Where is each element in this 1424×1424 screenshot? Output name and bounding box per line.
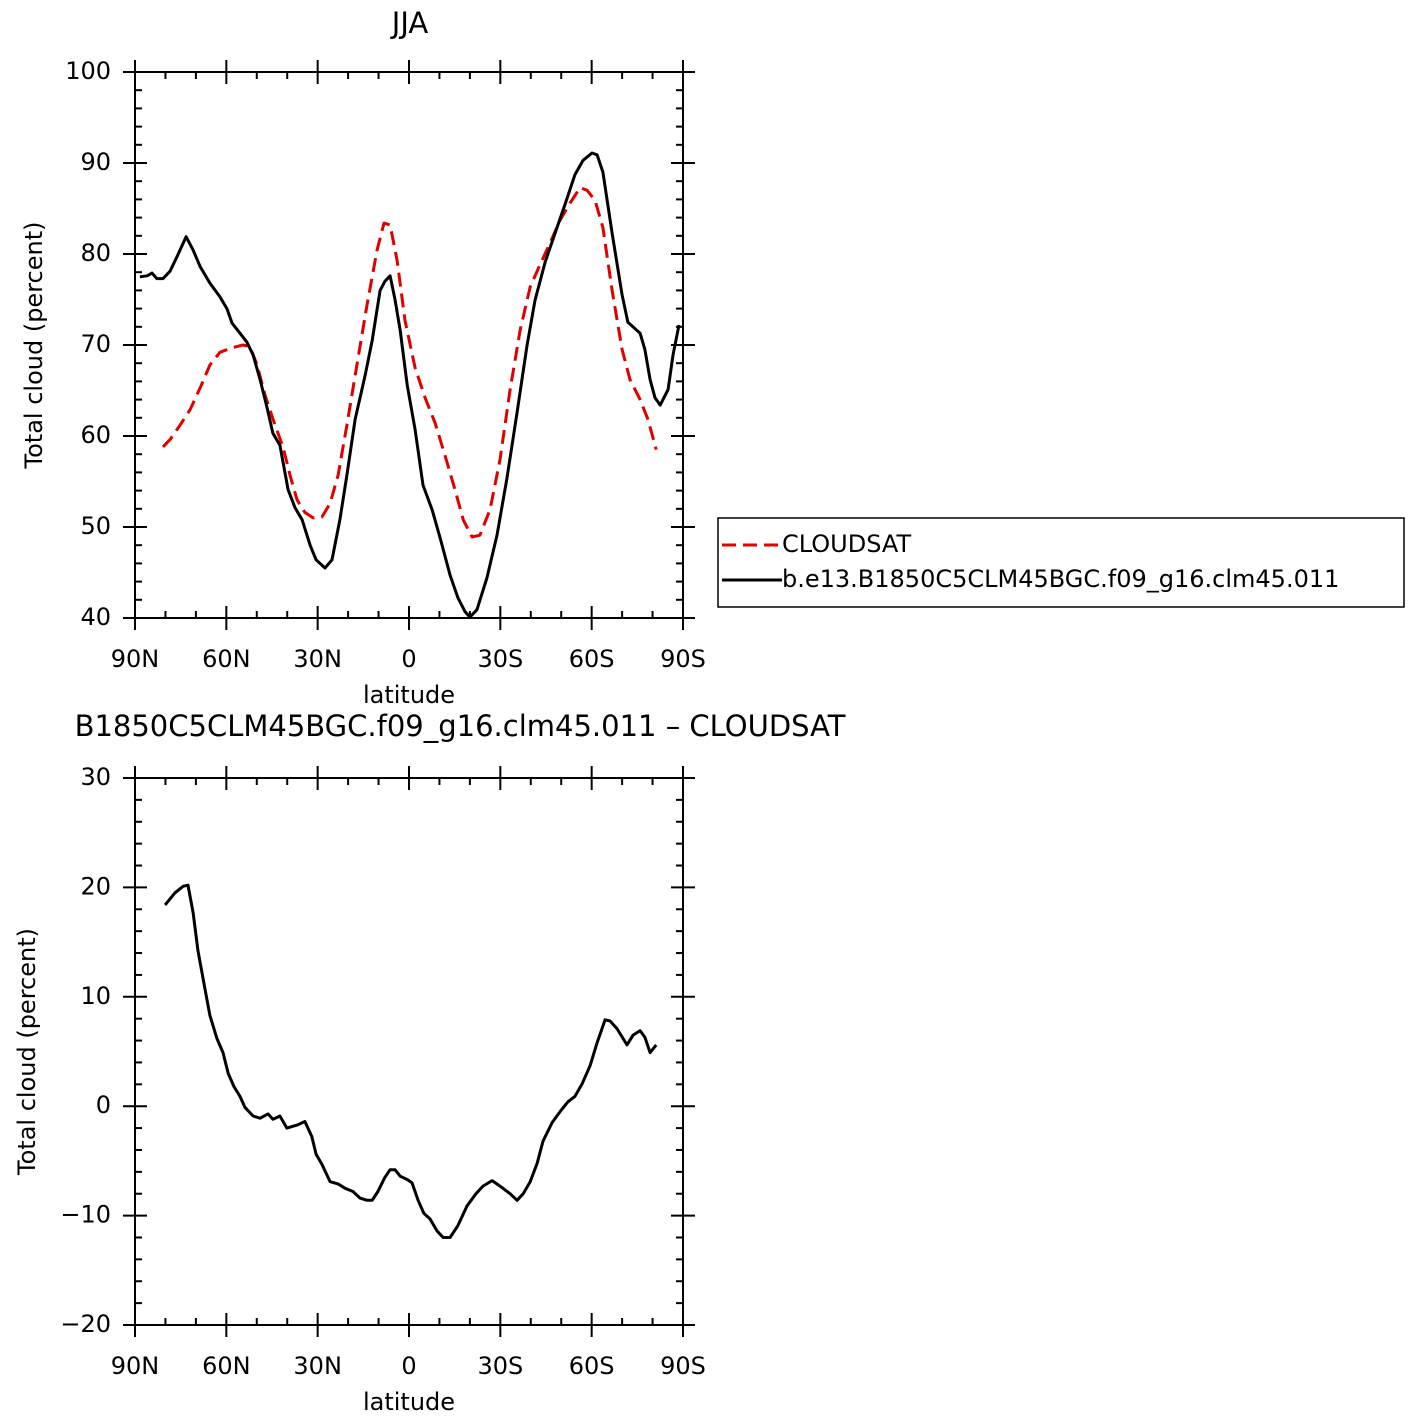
chart-title: B1850C5CLM45BGC.f09_g16.clm45.011 – CLOU… [75, 709, 846, 743]
y-tick-label: 90 [80, 148, 111, 176]
x-tick-label: 90S [660, 1352, 706, 1380]
x-axis-label: latitude [363, 1388, 455, 1416]
legend-box [717, 517, 1405, 608]
data-line [161, 186, 658, 539]
plot-frame [134, 777, 684, 1326]
x-tick-label: 30S [477, 1352, 523, 1380]
y-tick-label: 80 [80, 239, 111, 267]
y-tick-label: 50 [80, 512, 111, 540]
y-tick-label: 30 [80, 763, 111, 791]
x-tick-label: 60S [569, 1352, 615, 1380]
legend-label: CLOUDSAT [782, 530, 911, 558]
x-tick-label: 30N [293, 1352, 342, 1380]
x-tick-label: 0 [401, 645, 416, 673]
x-tick-label: 60N [202, 1352, 251, 1380]
x-tick-label: 60S [569, 645, 615, 673]
x-tick-label: 60N [202, 645, 251, 673]
y-tick-label: 20 [80, 872, 111, 900]
x-tick-label: 90N [111, 1352, 160, 1380]
y-tick-label: 70 [80, 330, 111, 358]
x-tick-label: 90S [660, 645, 706, 673]
x-tick-label: 30N [293, 645, 342, 673]
y-tick-label: 60 [80, 421, 111, 449]
x-tick-label: 30S [477, 645, 523, 673]
x-tick-label: 90N [111, 645, 160, 673]
chart-title: JJA [390, 6, 429, 40]
x-axis-label: latitude [363, 681, 455, 709]
y-tick-label: 40 [80, 603, 111, 631]
y-tick-label: 0 [96, 1091, 111, 1119]
data-line [139, 151, 681, 619]
legend-label: b.e13.B1850C5CLM45BGC.f09_g16.clm45.011 [782, 565, 1339, 593]
x-tick-label: 0 [401, 1352, 416, 1380]
y-axis-label: Total cloud (percent) [20, 222, 48, 470]
y-tick-label: −20 [60, 1310, 111, 1338]
y-axis-label: Total cloud (percent) [13, 928, 41, 1176]
y-tick-label: 10 [80, 982, 111, 1010]
data-line [163, 883, 658, 1239]
y-tick-label: 100 [65, 57, 111, 85]
y-tick-label: −10 [60, 1201, 111, 1229]
